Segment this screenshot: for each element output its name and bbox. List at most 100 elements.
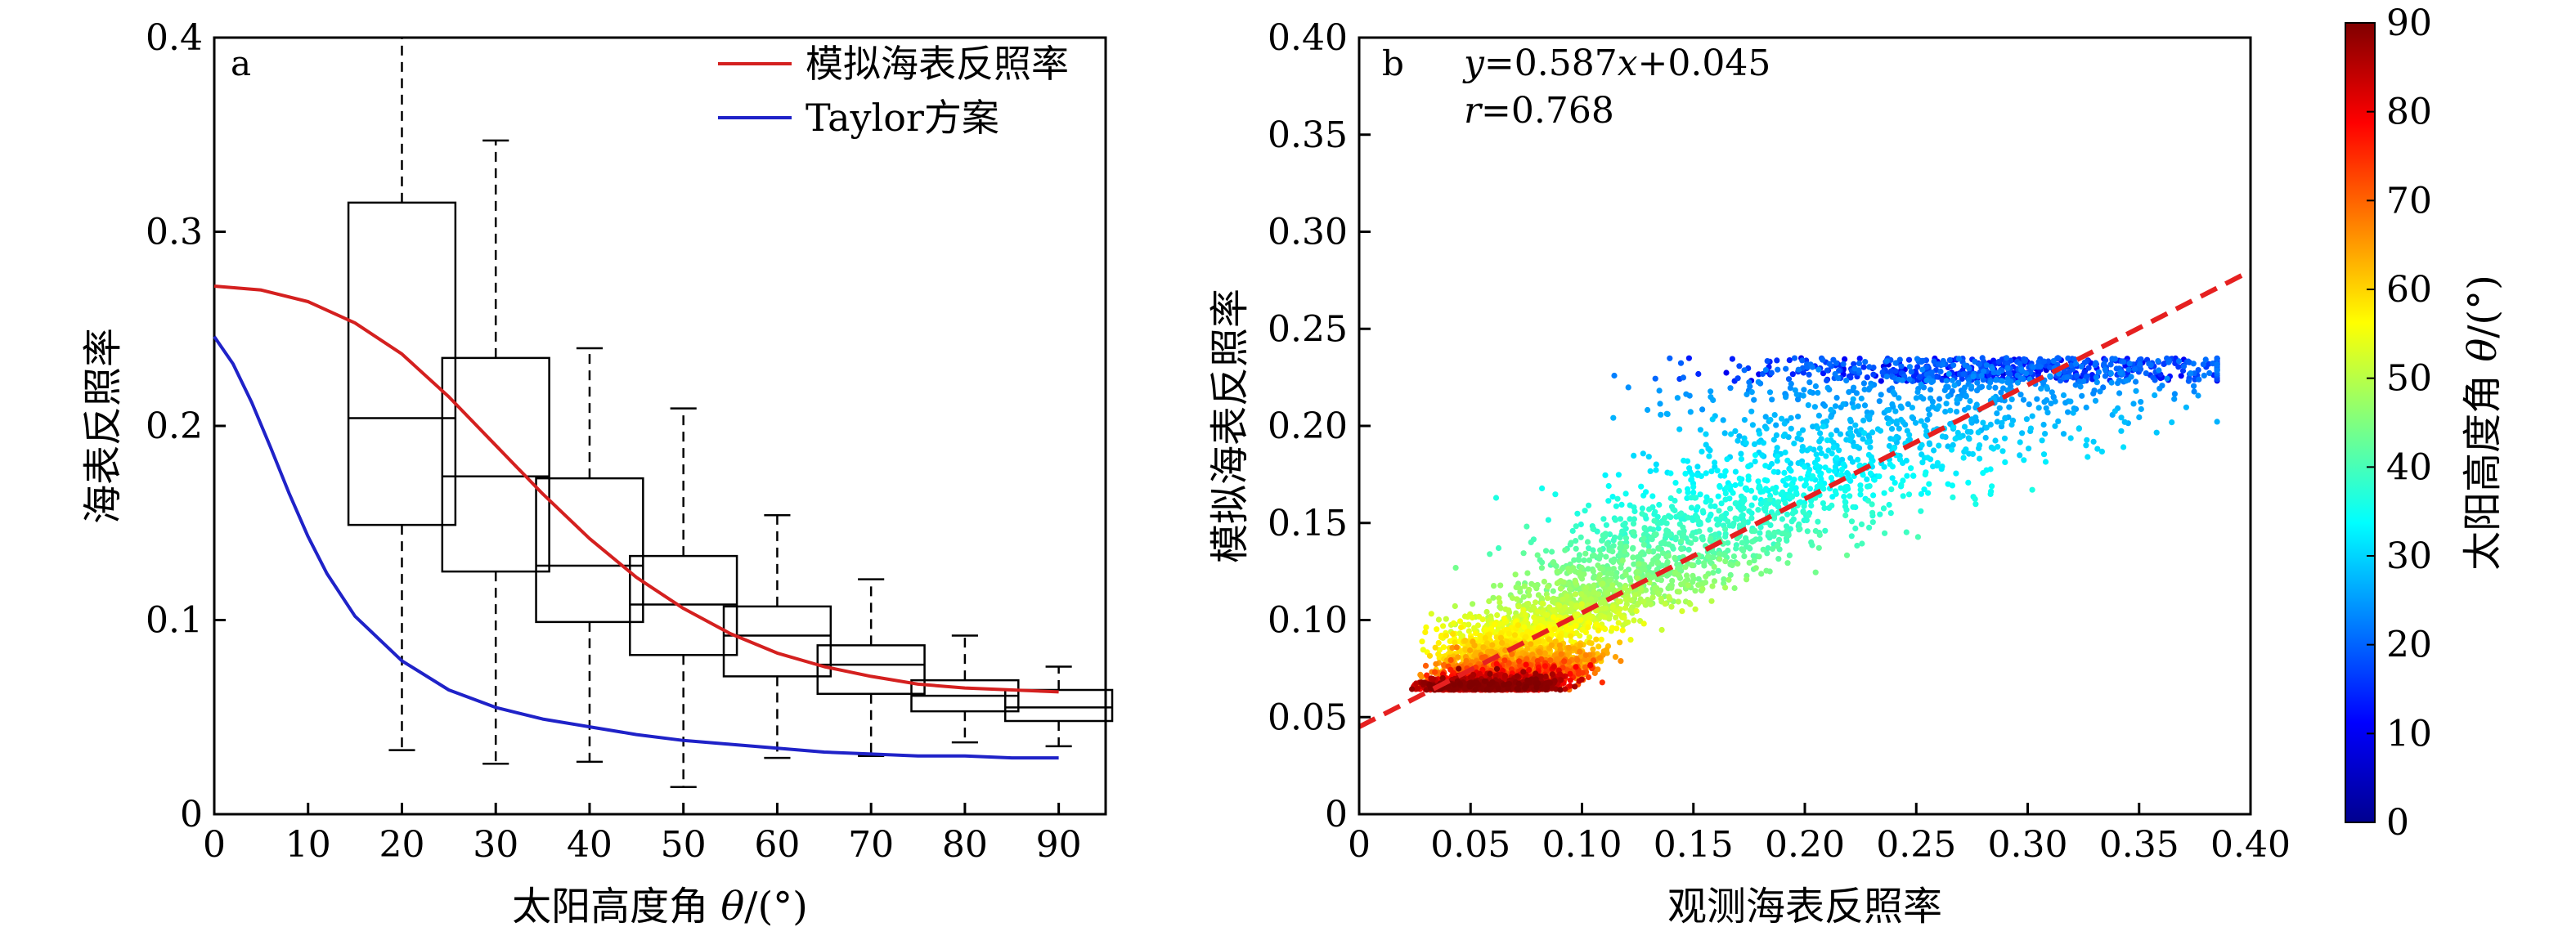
- scatter-point: [1881, 490, 1887, 496]
- scatter-point: [1815, 412, 1822, 419]
- scatter-point: [1735, 561, 1741, 567]
- scatter-point: [2071, 405, 2077, 412]
- scatter-point: [1739, 499, 1746, 506]
- scatter-point: [1838, 472, 1844, 478]
- scatter-point: [2026, 446, 2032, 452]
- scatter-point: [1855, 456, 1861, 463]
- scatter-point: [1685, 514, 1691, 521]
- scatter-point: [1922, 471, 1928, 478]
- scatter-point: [1856, 360, 1863, 367]
- scatter-point: [2035, 405, 2042, 411]
- scatter-point: [1653, 467, 1659, 473]
- scatter-point: [1889, 401, 1896, 408]
- scatter-point: [1568, 625, 1574, 632]
- scatter-point: [1948, 446, 1955, 453]
- scatter-point: [1892, 360, 1899, 366]
- scatter-point: [1630, 521, 1637, 527]
- panel-b: b y=0.587x+0.045 r=0.768 0 0.05 0.10 0.15 0.…: [1207, 17, 2291, 929]
- scatter-point: [1666, 595, 1673, 602]
- scatter-point: [2044, 396, 2050, 404]
- scatter-point: [1844, 470, 1851, 477]
- scatter-point: [1843, 552, 1851, 558]
- scatter-point: [2117, 369, 2124, 376]
- scatter-point: [1934, 459, 1941, 466]
- scatter-point: [1641, 567, 1648, 573]
- scatter-point: [1828, 406, 1834, 413]
- scatter-point: [1606, 566, 1613, 572]
- scatter-point: [2040, 421, 2047, 428]
- scatter-point: [1793, 391, 1800, 398]
- scatter-point: [1809, 542, 1815, 549]
- scatter-point: [1728, 431, 1735, 437]
- scatter-point: [1906, 364, 1913, 370]
- scatter-point: [2180, 363, 2188, 369]
- scatter-point: [2100, 384, 2107, 391]
- panel-a-lines: [213, 284, 1059, 760]
- scatter-point: [1432, 644, 1438, 651]
- scatter-point: [1891, 436, 1897, 442]
- scatter-point: [1820, 500, 1826, 507]
- x-tick-label: 50: [661, 824, 707, 866]
- scatter-point: [1703, 573, 1709, 580]
- scatter-point: [1680, 531, 1686, 538]
- scatter-point: [1835, 375, 1842, 382]
- scatter-point: [1860, 417, 1867, 423]
- scatter-point: [1627, 607, 1634, 614]
- scatter-point: [1736, 475, 1743, 482]
- scatter-point: [1978, 372, 1985, 379]
- scatter-point: [1479, 654, 1485, 661]
- scatter-point: [1577, 633, 1583, 639]
- scatter-point: [1592, 597, 1599, 603]
- scatter-point: [2138, 405, 2144, 413]
- scatter-point: [1545, 584, 1551, 590]
- scatter-point: [1949, 377, 1956, 383]
- scatter-point: [1880, 505, 1887, 512]
- scatter-point: [1560, 596, 1566, 602]
- scatter-point: [1908, 465, 1914, 472]
- scatter-point: [1906, 432, 1913, 438]
- scatter-point: [1538, 595, 1545, 602]
- scatter-point: [1764, 550, 1770, 557]
- scatter-point: [1682, 564, 1689, 571]
- scatter-point: [1744, 576, 1750, 583]
- scatter-point: [1482, 634, 1488, 642]
- scatter-point: [1833, 428, 1840, 434]
- scatter-point: [1572, 591, 1578, 598]
- scatter-point: [1479, 616, 1486, 623]
- scatter-point: [1645, 549, 1653, 555]
- scatter-point: [2097, 388, 2103, 395]
- scatter-point: [1869, 501, 1875, 508]
- scatter-point: [1573, 602, 1580, 609]
- scatter-point: [1815, 389, 1821, 396]
- scatter-point: [2171, 391, 2178, 397]
- scatter-point: [2093, 360, 2099, 366]
- scatter-point: [1775, 499, 1782, 505]
- scatter-point: [1732, 468, 1739, 475]
- scatter-point: [2112, 408, 2118, 414]
- scatter-point: [1810, 472, 1816, 480]
- scatter-point: [1743, 440, 1749, 446]
- scatter-point: [1634, 568, 1640, 575]
- scatter-point: [1782, 431, 1788, 437]
- scatter-point: [1738, 450, 1744, 457]
- scatter-point: [1546, 636, 1553, 643]
- scatter-point: [1689, 476, 1695, 483]
- scatter-point: [1847, 437, 1853, 444]
- scatter-point: [1488, 648, 1495, 655]
- scatter-point: [1695, 575, 1702, 582]
- scatter-point: [2136, 414, 2143, 421]
- scatter-point: [1805, 402, 1811, 409]
- scatter-point: [1577, 648, 1583, 655]
- scatter-point: [1703, 494, 1710, 500]
- scatter-point: [1886, 501, 1892, 508]
- scatter-point: [1752, 565, 1759, 571]
- scatter-point: [2152, 392, 2158, 399]
- scatter-point: [1699, 406, 1706, 413]
- scatter-point: [1645, 454, 1652, 460]
- scatter-point: [1716, 551, 1722, 558]
- scatter-point: [1799, 357, 1806, 364]
- scatter-point: [2155, 358, 2161, 365]
- scatter-point: [1957, 434, 1963, 441]
- scatter-point: [1558, 651, 1564, 657]
- scatter-point: [1609, 494, 1616, 500]
